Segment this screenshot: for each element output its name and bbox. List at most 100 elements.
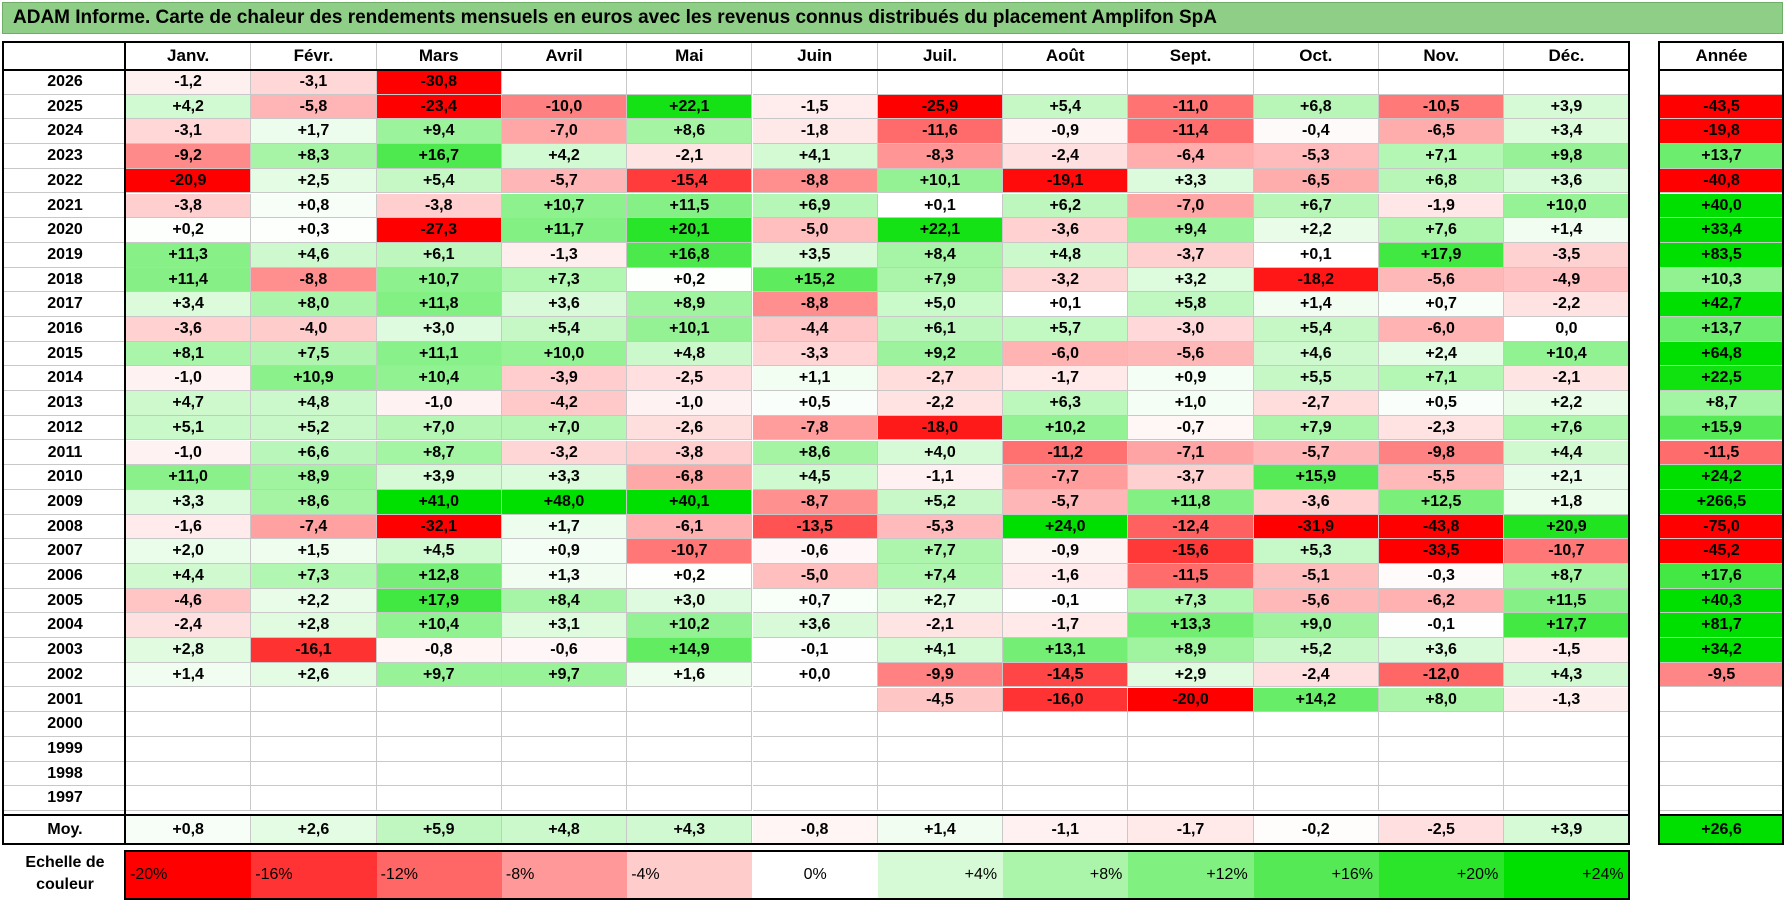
scale-swatch: -4% [627, 852, 753, 898]
month-header: Août [1003, 42, 1129, 70]
heatmap-cell: +3,5 [752, 242, 878, 268]
heatmap-cell: +0,8 [251, 193, 377, 219]
scale-swatch: +8% [1003, 852, 1129, 898]
heatmap-cell: +7,9 [877, 267, 1004, 293]
year-label: 2018 [4, 267, 126, 293]
heatmap-cell: -0,4 [1253, 119, 1379, 145]
scale-swatch: -20% [126, 852, 252, 898]
heatmap-cell: +17,9 [376, 588, 502, 614]
heatmap-cell: +5,2 [1253, 638, 1379, 663]
heatmap-cell: +0,5 [1379, 391, 1505, 416]
month-header: Oct. [1253, 42, 1379, 70]
heatmap-cell [1003, 786, 1129, 811]
heatmap-cell [877, 761, 1004, 787]
heatmap-cell: -1,2 [126, 70, 252, 95]
annual-cell: +64,8 [1660, 341, 1784, 367]
scale-swatch: -16% [251, 852, 377, 898]
annual-cell: -45,2 [1660, 539, 1784, 564]
heatmap-cell: 0,0 [1504, 317, 1630, 342]
heatmap-cell: -0,1 [752, 638, 878, 663]
heatmap-cell: -2,1 [1504, 366, 1630, 392]
heatmap-cell: -6,0 [1379, 317, 1505, 342]
heatmap-cell: +1,0 [1128, 391, 1254, 416]
year-label: 2026 [4, 70, 126, 95]
heatmap-cell: +5,1 [126, 415, 252, 441]
heatmap-cell [251, 761, 377, 787]
header-divider [2, 69, 1630, 71]
heatmap-cell: +2,1 [1504, 465, 1630, 490]
report-title: ADAM Informe. Carte de chaleur des rende… [2, 2, 1783, 34]
heatmap-cell: -6,0 [1003, 341, 1129, 367]
annual-cell: +40,3 [1660, 588, 1784, 614]
heatmap-cell: -5,7 [1253, 440, 1379, 466]
heatmap-cell: +5,5 [1253, 366, 1379, 392]
heatmap-cell: +11,1 [376, 341, 502, 367]
heatmap-cell [251, 736, 377, 762]
heatmap-cell: -5,3 [1253, 144, 1379, 169]
heatmap-cell: -2,5 [627, 366, 753, 392]
annual-cell: +42,7 [1660, 292, 1784, 317]
heatmap-cell: +5,4 [1003, 94, 1129, 120]
heatmap-cell: +2,8 [251, 613, 377, 639]
heatmap-cell: +4,0 [877, 440, 1004, 466]
heatmap-cell: -1,6 [126, 514, 252, 540]
annual-cell [1660, 786, 1784, 811]
heatmap-cell: -8,7 [752, 489, 878, 515]
heatmap-cell: -5,6 [1128, 341, 1254, 367]
heatmap-cell: -3,6 [1253, 489, 1379, 515]
average-cell: +4,8 [501, 816, 628, 844]
heatmap-cell: +6,8 [1379, 168, 1505, 194]
heatmap-cell: +4,2 [126, 94, 252, 120]
heatmap-cell: -1,1 [877, 465, 1004, 490]
scale-swatch: -8% [501, 852, 628, 898]
heatmap-cell: +7,9 [1253, 415, 1379, 441]
year-label: 2002 [4, 662, 126, 688]
heatmap-cell: -4,0 [251, 317, 377, 342]
heatmap-cell: +8,9 [251, 465, 377, 490]
heatmap-cell: +2,2 [1504, 391, 1630, 416]
heatmap-cell [251, 687, 377, 713]
heatmap-cell: +1,4 [1504, 218, 1630, 243]
heatmap-cell: +7,1 [1379, 144, 1505, 169]
heatmap-cell [1253, 70, 1379, 95]
heatmap-cell: -3,5 [1504, 242, 1630, 268]
month-header: Avril [501, 42, 628, 70]
heatmap-cell: +3,6 [1504, 168, 1630, 194]
heatmap-cell: +9,4 [1128, 218, 1254, 243]
heatmap-cell: +5,3 [1253, 539, 1379, 564]
heatmap-cell: -8,8 [251, 267, 377, 293]
average-cell: -0,8 [752, 816, 878, 844]
heatmap-cell: +3,9 [376, 465, 502, 490]
month-header: Mars [376, 42, 502, 70]
heatmap-cell: +3,6 [501, 292, 628, 317]
heatmap-cell: -16,0 [1003, 687, 1129, 713]
heatmap-cell: -0,6 [752, 539, 878, 564]
average-cell: +4,3 [627, 816, 753, 844]
heatmap-cell: +2,0 [126, 539, 252, 564]
heatmap-cell: +3,4 [126, 292, 252, 317]
heatmap-cell: -5,1 [1253, 564, 1379, 589]
heatmap-cell [752, 736, 878, 762]
heatmap-cell [126, 736, 252, 762]
heatmap-cell: -2,1 [627, 144, 753, 169]
heatmap-cell: -7,4 [251, 514, 377, 540]
heatmap-cell: +5,2 [877, 489, 1004, 515]
heatmap-cell: +17,7 [1504, 613, 1630, 639]
scale-swatch: -12% [376, 852, 502, 898]
heatmap-cell: -8,8 [752, 292, 878, 317]
heatmap-cell: +4,7 [126, 391, 252, 416]
heatmap-cell [1128, 786, 1254, 811]
heatmap-cell: +8,4 [501, 588, 628, 614]
heatmap-cell: +4,4 [126, 564, 252, 589]
heatmap-cell: -3,2 [501, 440, 628, 466]
average-cell: +5,9 [376, 816, 502, 844]
heatmap-cell: +10,1 [627, 317, 753, 342]
heatmap-cell [126, 687, 252, 713]
heatmap-cell [877, 712, 1004, 737]
heatmap-cell: +16,7 [376, 144, 502, 169]
heatmap-cell: -5,7 [501, 168, 628, 194]
heatmap-cell: +11,8 [1128, 489, 1254, 515]
heatmap-cell: -15,4 [627, 168, 753, 194]
heatmap-cell: +10,1 [877, 168, 1004, 194]
heatmap-cell: +1,1 [752, 366, 878, 392]
